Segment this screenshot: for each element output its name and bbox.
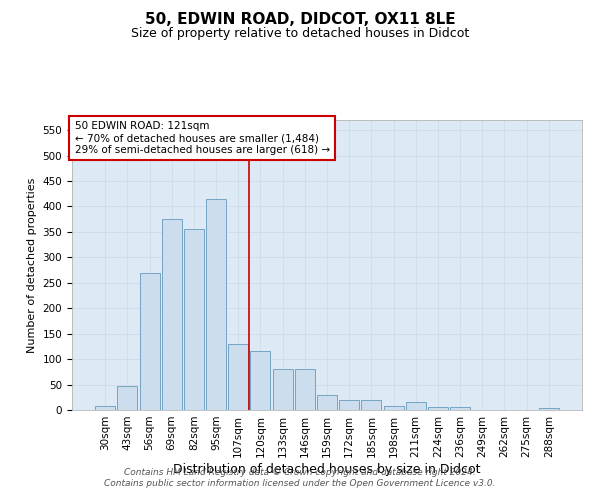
Bar xyxy=(383,406,404,410)
Bar xyxy=(140,272,160,410)
Text: 50 EDWIN ROAD: 121sqm
← 70% of detached houses are smaller (1,484)
29% of semi-d: 50 EDWIN ROAD: 121sqm ← 70% of detached … xyxy=(74,122,329,154)
Text: 50, EDWIN ROAD, DIDCOT, OX11 8LE: 50, EDWIN ROAD, DIDCOT, OX11 8LE xyxy=(145,12,455,28)
Y-axis label: Number of detached properties: Number of detached properties xyxy=(27,178,37,352)
Bar xyxy=(162,219,182,410)
Bar xyxy=(295,370,315,410)
Bar xyxy=(406,402,426,410)
Bar xyxy=(184,230,204,410)
Bar xyxy=(339,400,359,410)
Bar xyxy=(539,408,559,410)
Bar xyxy=(317,394,337,410)
Text: Contains HM Land Registry data © Crown copyright and database right 2024.
Contai: Contains HM Land Registry data © Crown c… xyxy=(104,468,496,487)
Bar xyxy=(206,199,226,410)
Bar xyxy=(361,400,382,410)
Bar xyxy=(95,406,115,410)
Bar xyxy=(428,408,448,410)
Text: Size of property relative to detached houses in Didcot: Size of property relative to detached ho… xyxy=(131,28,469,40)
X-axis label: Distribution of detached houses by size in Didcot: Distribution of detached houses by size … xyxy=(173,462,481,475)
Bar xyxy=(228,344,248,410)
Bar xyxy=(250,352,271,410)
Bar xyxy=(272,370,293,410)
Bar xyxy=(118,386,137,410)
Bar xyxy=(450,408,470,410)
